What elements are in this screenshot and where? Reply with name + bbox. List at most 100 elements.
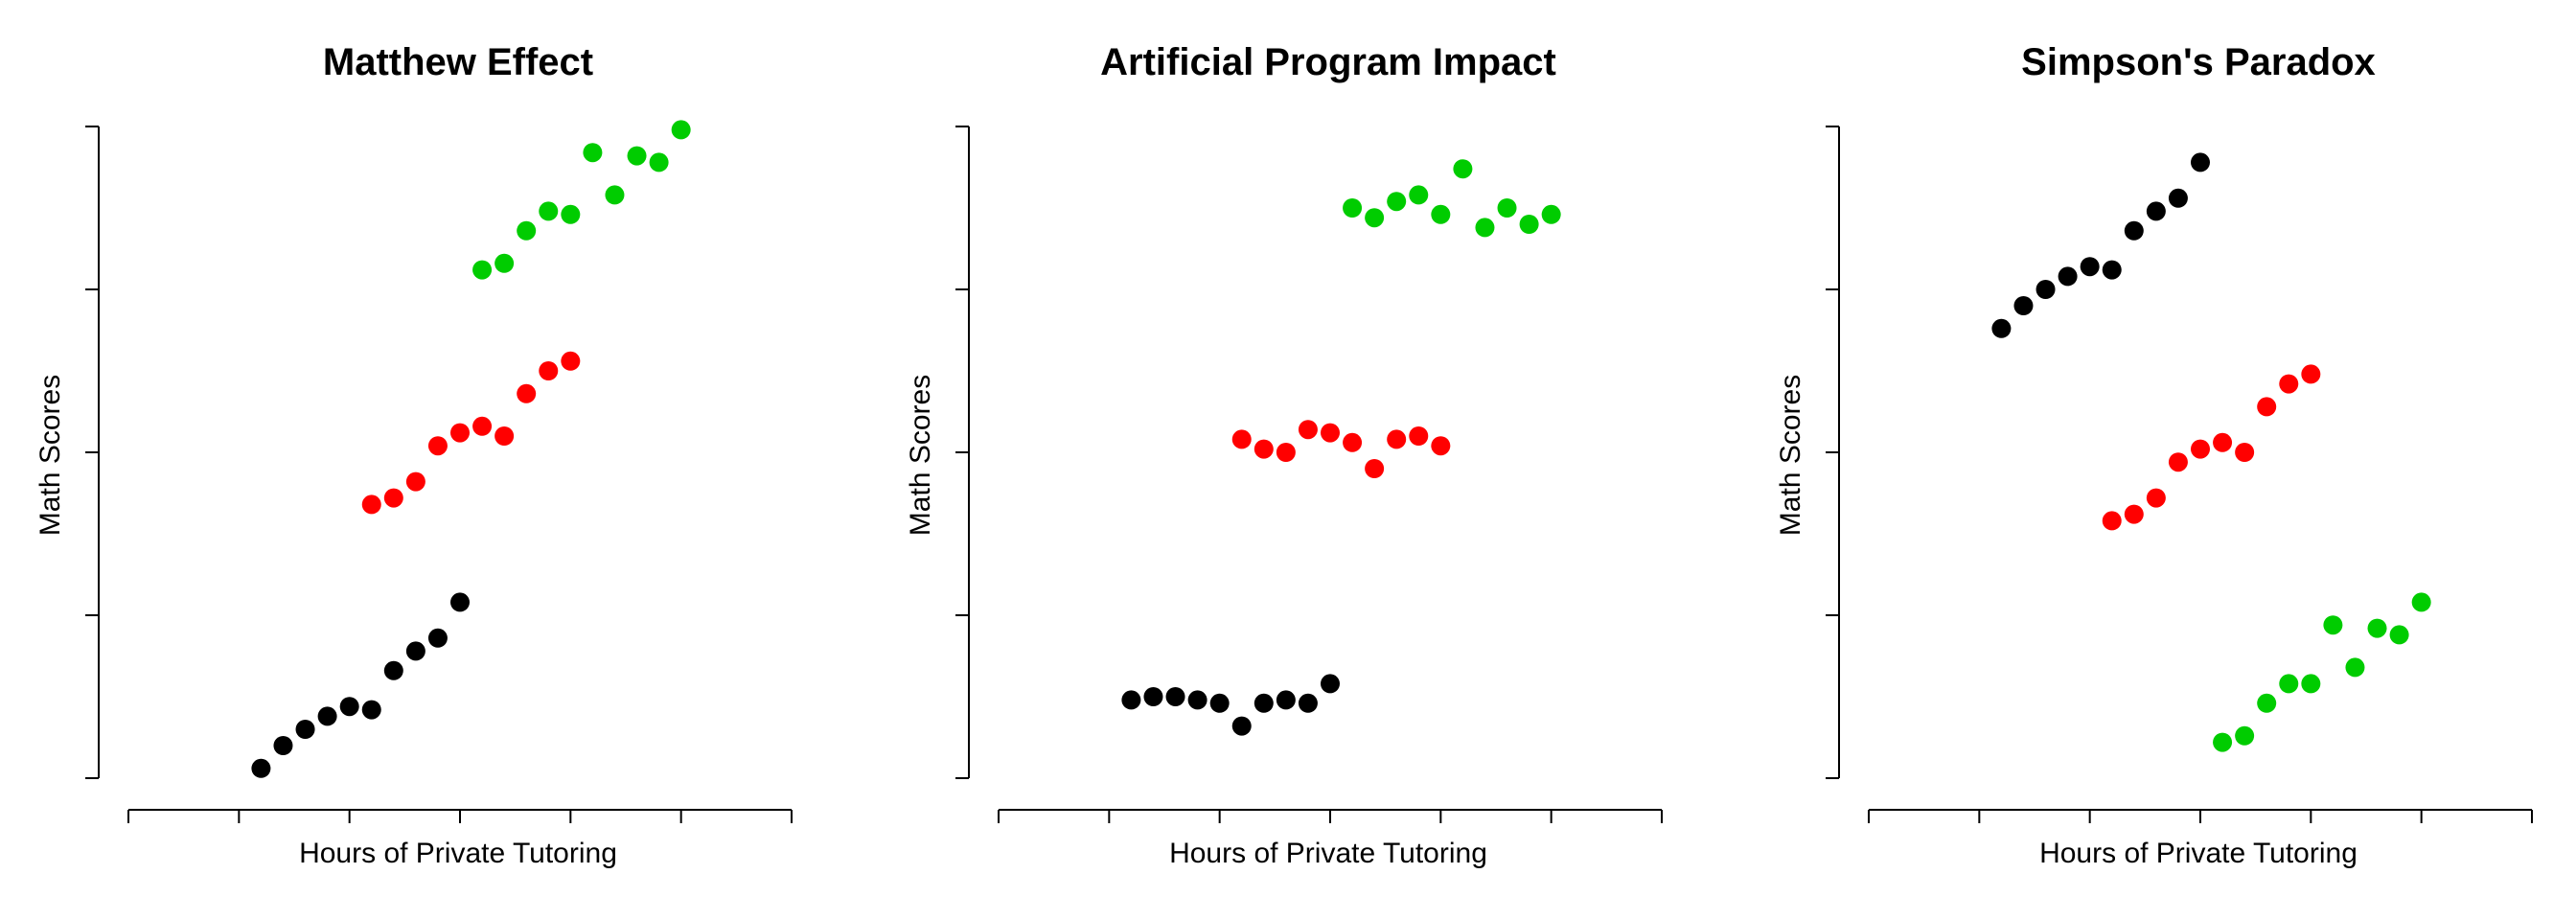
data-point xyxy=(2213,732,2233,752)
data-point xyxy=(1165,687,1185,706)
data-point xyxy=(1541,204,1561,224)
data-point xyxy=(2279,374,2299,394)
data-point xyxy=(1387,429,1407,449)
data-point xyxy=(1475,218,1495,238)
data-point xyxy=(427,436,448,456)
y-axis-label: Math Scores xyxy=(905,375,936,536)
series-1 xyxy=(361,351,581,515)
data-point xyxy=(405,641,426,661)
data-point xyxy=(2124,504,2144,524)
series-1 xyxy=(2102,364,2321,531)
series-0 xyxy=(251,592,470,778)
data-point xyxy=(427,628,448,648)
data-point xyxy=(494,253,515,273)
y-axis xyxy=(85,126,100,779)
data-point xyxy=(1143,687,1163,706)
data-point xyxy=(2301,364,2321,384)
data-point xyxy=(1276,443,1296,462)
data-point xyxy=(1409,185,1429,205)
data-point xyxy=(649,152,669,172)
data-point xyxy=(1254,693,1274,713)
x-axis xyxy=(998,809,1663,823)
data-point xyxy=(1431,436,1451,456)
data-point xyxy=(1231,716,1252,736)
data-point xyxy=(2213,432,2233,452)
data-point xyxy=(2036,280,2056,299)
data-point xyxy=(339,697,359,717)
data-point xyxy=(383,660,403,680)
data-point xyxy=(671,120,691,140)
data-point xyxy=(539,201,559,221)
data-point xyxy=(1343,432,1363,452)
data-point xyxy=(2058,266,2078,287)
data-point xyxy=(2257,693,2277,713)
series-0 xyxy=(1991,152,2210,338)
x-axis xyxy=(1868,809,2533,823)
data-point xyxy=(627,146,647,166)
data-point xyxy=(2301,674,2321,694)
chart-title: Matthew Effect xyxy=(323,41,593,83)
data-point xyxy=(273,736,293,755)
data-point xyxy=(2367,618,2387,638)
data-point xyxy=(2168,188,2188,208)
data-point xyxy=(1209,693,1230,713)
data-point xyxy=(561,204,581,224)
series-2 xyxy=(2213,592,2431,752)
data-point xyxy=(2411,592,2431,612)
data-point xyxy=(2168,452,2188,472)
x-axis-label: Hours of Private Tutoring xyxy=(1169,838,1487,869)
data-point xyxy=(1409,426,1429,446)
data-point xyxy=(1321,674,1340,694)
data-point xyxy=(1187,690,1208,710)
data-point xyxy=(2257,397,2277,417)
data-point xyxy=(450,423,470,443)
y-axis xyxy=(955,126,970,779)
data-point xyxy=(2191,152,2210,172)
data-point xyxy=(1121,690,1141,710)
data-point xyxy=(361,700,381,720)
data-point xyxy=(2323,615,2343,635)
data-point xyxy=(2235,443,2255,462)
data-point xyxy=(1343,198,1363,218)
data-point xyxy=(2191,439,2210,459)
series-2 xyxy=(1343,159,1561,238)
chart-title: Artificial Program Impact xyxy=(1100,41,1556,83)
data-point xyxy=(2102,511,2122,531)
data-point xyxy=(383,488,403,508)
x-axis xyxy=(127,809,793,823)
data-point xyxy=(472,416,493,436)
data-point xyxy=(2124,220,2144,241)
data-point xyxy=(1431,204,1451,224)
series-1 xyxy=(1231,420,1451,478)
data-point xyxy=(472,260,493,280)
data-point xyxy=(317,706,337,726)
panel-simpsons-paradox: Simpson's Paradox Hours of Private Tutor… xyxy=(1775,41,2533,869)
data-point xyxy=(517,383,537,403)
x-axis-label: Hours of Private Tutoring xyxy=(2039,838,2358,869)
data-point xyxy=(450,592,470,612)
x-axis-label: Hours of Private Tutoring xyxy=(299,838,617,869)
data-point xyxy=(1519,215,1539,234)
data-point xyxy=(1321,423,1340,443)
data-point xyxy=(1453,159,1473,179)
data-point xyxy=(2279,674,2299,694)
data-point xyxy=(539,361,559,380)
y-axis xyxy=(1826,126,1840,779)
data-point xyxy=(494,426,515,446)
data-point xyxy=(1991,318,2012,338)
data-point xyxy=(1276,690,1296,710)
panel-artificial-program-impact: Artificial Program Impact Hours of Priva… xyxy=(905,41,1663,869)
data-point xyxy=(1365,459,1385,478)
data-point xyxy=(251,758,271,778)
y-axis-label: Math Scores xyxy=(34,375,66,536)
data-point xyxy=(2235,725,2255,746)
data-point xyxy=(1298,420,1318,440)
panel-matthew-effect: Matthew Effect Hours of Private Tutoring… xyxy=(34,41,793,869)
data-point xyxy=(2146,201,2166,221)
series-0 xyxy=(1121,674,1340,736)
series-2 xyxy=(472,120,691,280)
chart-title: Simpson's Paradox xyxy=(2021,41,2376,83)
data-point xyxy=(561,351,581,371)
data-point xyxy=(2146,488,2166,508)
data-point xyxy=(1497,198,1517,218)
